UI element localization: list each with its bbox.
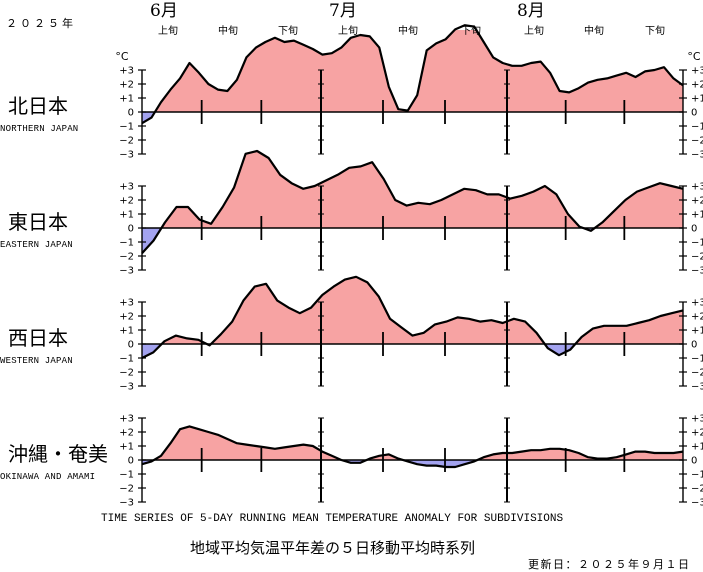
dekad-label: 上旬 xyxy=(158,26,178,37)
y-tick-label: −3 xyxy=(119,266,134,277)
y-tick-label: +1 xyxy=(119,94,134,105)
month-label-june: 6月 xyxy=(150,1,178,21)
dekad-label: 中旬 xyxy=(584,26,604,37)
y-tick-label: −3 xyxy=(119,382,134,393)
y-tick-label: +2 xyxy=(119,80,134,91)
dekad-label: 中旬 xyxy=(398,26,418,37)
y-tick-label: −1 xyxy=(119,238,134,249)
y-tick-label: −3 xyxy=(691,150,703,161)
y-tick-label: 0 xyxy=(691,224,697,235)
y-tick-label: −3 xyxy=(691,382,703,393)
y-tick-label: −1 xyxy=(691,122,703,133)
y-tick-label: +1 xyxy=(119,326,134,337)
y-tick-label: +3 xyxy=(691,182,703,193)
y-tick-label: 0 xyxy=(128,108,134,119)
y-tick-label: −1 xyxy=(691,238,703,249)
unit-label-right: °C xyxy=(687,50,701,63)
y-tick-label: +1 xyxy=(691,326,703,337)
y-tick-label: −3 xyxy=(691,498,703,509)
dekad-label: 中旬 xyxy=(218,26,238,37)
dekad-label: 上旬 xyxy=(524,26,544,37)
dekad-label: 下旬 xyxy=(461,26,481,37)
dekad-label: 下旬 xyxy=(645,26,665,37)
y-tick-label: +1 xyxy=(691,94,703,105)
y-tick-label: −3 xyxy=(691,266,703,277)
y-tick-label: +2 xyxy=(691,80,703,91)
anomaly-positive-area xyxy=(142,151,683,228)
region-name-en: WESTERN JAPAN xyxy=(0,356,73,366)
region-name-en: NORTHERN JAPAN xyxy=(0,124,79,134)
y-tick-label: +2 xyxy=(691,196,703,207)
y-tick-label: +2 xyxy=(691,312,703,323)
y-tick-label: +3 xyxy=(119,298,134,309)
month-label-july: 7月 xyxy=(329,1,357,21)
y-tick-label: −1 xyxy=(119,470,134,481)
y-tick-label: −3 xyxy=(119,150,134,161)
region-name-en: OKINAWA AND AMAMI xyxy=(0,472,96,482)
y-tick-label: −2 xyxy=(691,484,703,495)
region-name-ja: 西日本 xyxy=(8,326,68,350)
region-name-ja: 東日本 xyxy=(8,210,68,234)
anomaly-line xyxy=(141,149,684,254)
y-tick-label: −2 xyxy=(691,368,703,379)
y-tick-label: +3 xyxy=(119,414,134,425)
y-tick-label: +3 xyxy=(691,414,703,425)
y-tick-label: +1 xyxy=(119,210,134,221)
dekad-label: 上旬 xyxy=(338,26,358,37)
anomaly-positive-area xyxy=(142,30,683,112)
y-tick-label: +2 xyxy=(119,312,134,323)
anomaly-line xyxy=(141,425,684,469)
y-tick-label: +2 xyxy=(691,428,703,439)
y-tick-label: +2 xyxy=(119,196,134,207)
y-tick-label: +1 xyxy=(691,442,703,453)
y-tick-label: −2 xyxy=(119,252,134,263)
dekad-label: 下旬 xyxy=(278,26,298,37)
y-tick-label: +3 xyxy=(691,66,703,77)
anomaly-negative-area xyxy=(142,460,683,467)
region-name-ja: 北日本 xyxy=(8,94,68,118)
y-tick-label: +2 xyxy=(119,428,134,439)
y-tick-label: −1 xyxy=(691,354,703,365)
y-tick-label: −2 xyxy=(119,136,134,147)
updated-date: 更新日：２０２５年９月１日 xyxy=(528,558,691,571)
y-tick-label: 0 xyxy=(691,456,697,467)
anomaly-positive-area xyxy=(142,426,683,460)
y-tick-label: +3 xyxy=(119,66,134,77)
y-tick-label: 0 xyxy=(128,224,134,235)
region-name-en: EASTERN JAPAN xyxy=(0,240,73,250)
chart-title-ja: 地域平均気温平年差の５日移動平均時系列 xyxy=(190,539,476,557)
y-tick-label: +3 xyxy=(119,182,134,193)
y-tick-label: −2 xyxy=(119,484,134,495)
y-tick-label: +3 xyxy=(691,298,703,309)
anomaly-positive-area xyxy=(142,276,683,344)
y-tick-label: −3 xyxy=(119,498,134,509)
unit-label-left: °C xyxy=(115,50,129,63)
y-tick-label: 0 xyxy=(128,340,134,351)
y-tick-label: −2 xyxy=(691,252,703,263)
y-tick-label: +1 xyxy=(691,210,703,221)
y-tick-label: 0 xyxy=(691,108,697,119)
anomaly-negative-area xyxy=(142,344,683,358)
y-tick-label: −1 xyxy=(691,470,703,481)
y-tick-label: −2 xyxy=(691,136,703,147)
region-name-ja: 沖縄・奄美 xyxy=(8,442,108,466)
year-label: ２０２５年 xyxy=(6,17,76,30)
anomaly-line xyxy=(141,275,684,359)
y-tick-label: −1 xyxy=(119,354,134,365)
anomaly-negative-area xyxy=(142,228,683,254)
y-tick-label: 0 xyxy=(691,340,697,351)
y-tick-label: −2 xyxy=(119,368,134,379)
y-tick-label: 0 xyxy=(128,456,134,467)
y-tick-label: +1 xyxy=(119,442,134,453)
month-label-august: 8月 xyxy=(517,1,545,21)
chart-title-en: TIME SERIES OF 5-DAY RUNNING MEAN TEMPER… xyxy=(101,513,564,525)
y-tick-label: −1 xyxy=(119,122,134,133)
anomaly-line xyxy=(141,24,684,125)
